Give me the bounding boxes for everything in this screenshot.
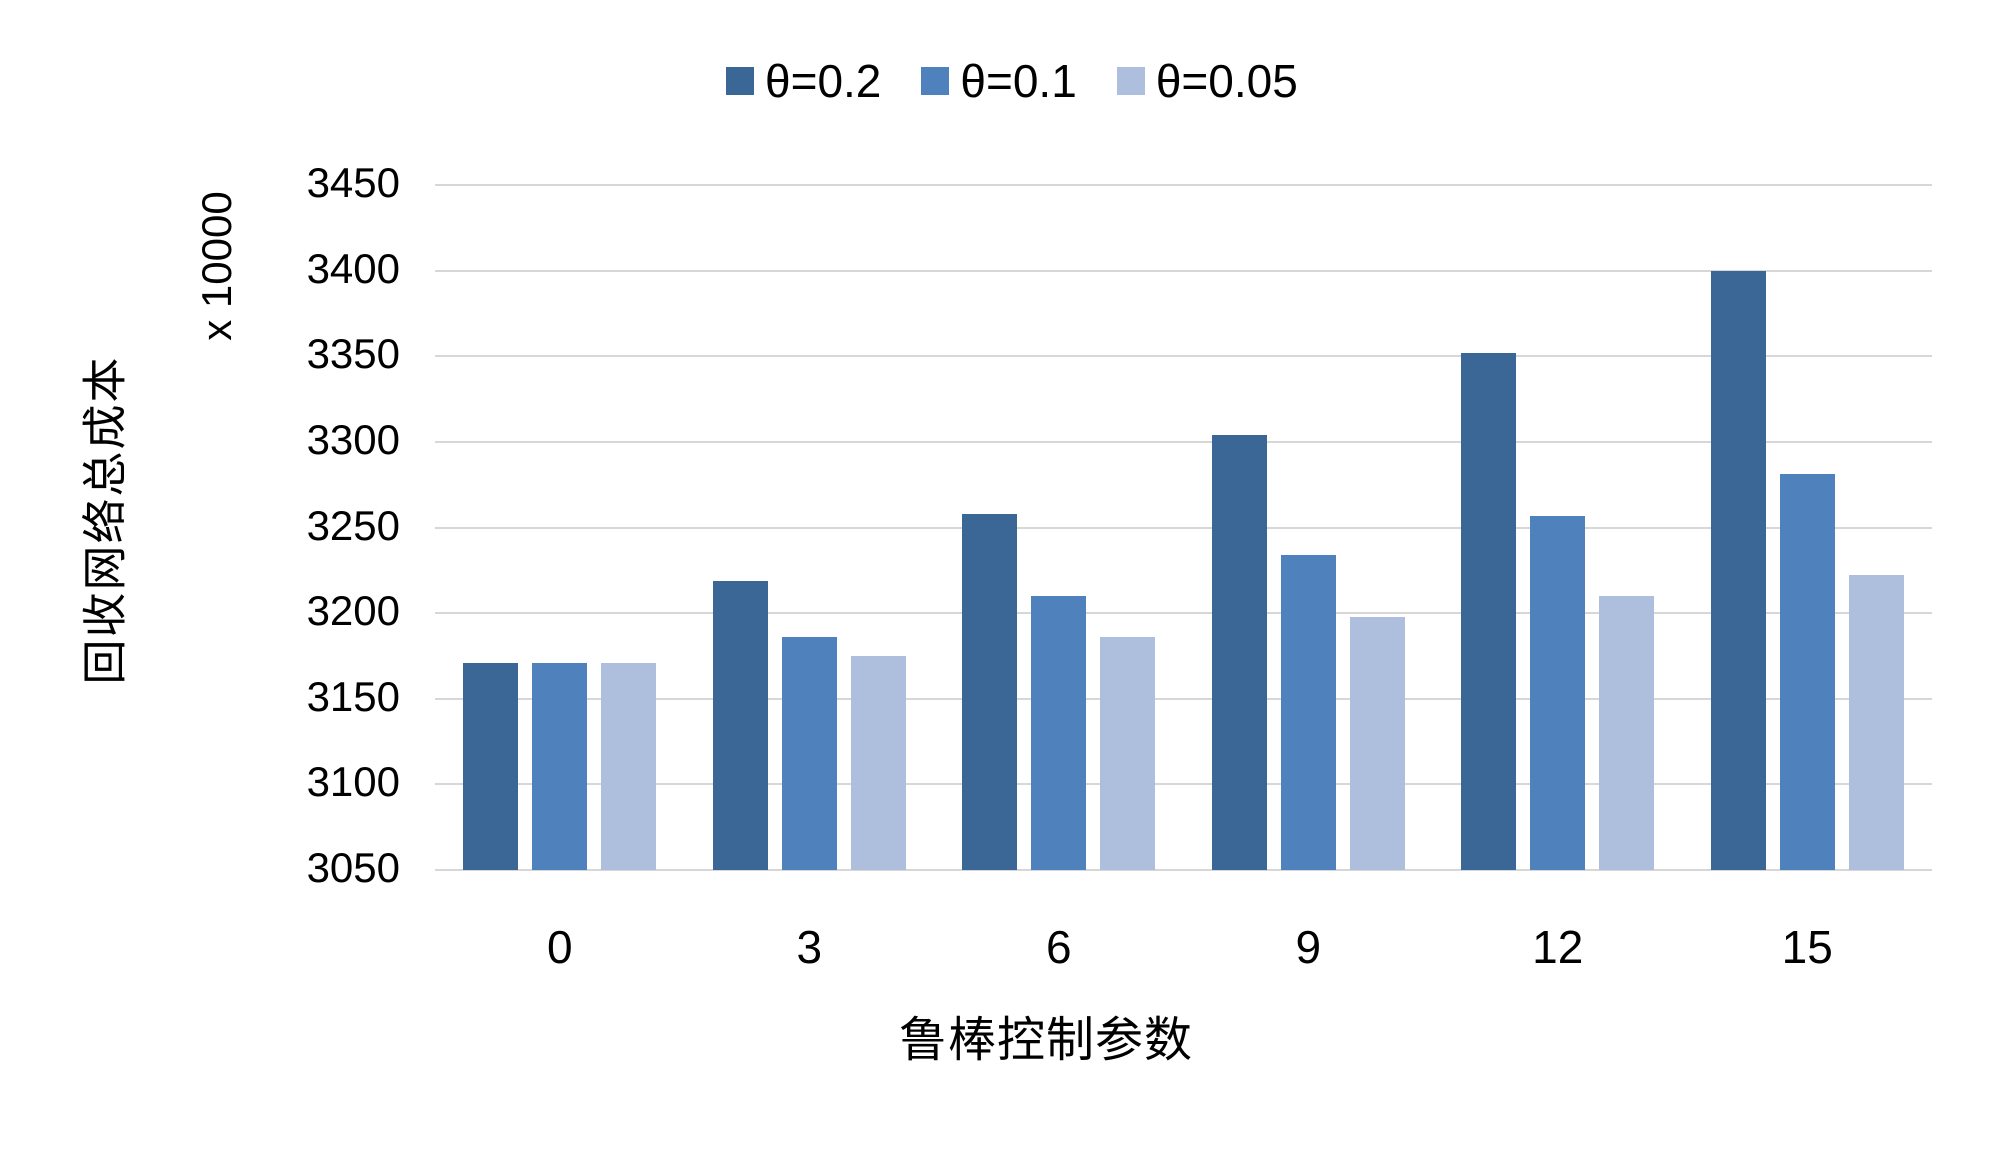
gridline-3250 (435, 526, 1932, 529)
bar-θ=0.2-x3 (712, 580, 768, 870)
bar-θ=0.05-x3 (850, 655, 906, 870)
x-tick-label-9: 9 (1295, 921, 1322, 973)
x-axis-title: 鲁棒控制参数 (898, 1014, 1194, 1067)
bar-θ=0.1-x6 (1031, 596, 1087, 870)
bar-θ=0.05-x6 (1100, 637, 1156, 870)
bar-θ=0.2-x9 (1211, 435, 1267, 870)
bar-θ=0.05-x15 (1848, 575, 1904, 870)
y-tick-label-3050: 3050 (306, 844, 400, 891)
x-tick-label-15: 15 (1781, 921, 1833, 973)
bar-θ=0.1-x9 (1280, 554, 1336, 870)
gridline-3050 (435, 869, 1932, 871)
y-tick-label-3450: 3450 (306, 159, 400, 206)
gridline-3100 (435, 783, 1932, 786)
legend-swatch-theta-0-05 (1116, 67, 1145, 95)
legend-item-theta-0-05: θ=0.05 (1116, 55, 1298, 107)
x-tick-label-0: 0 (546, 921, 573, 973)
y-tick-label-3300: 3300 (306, 415, 400, 463)
y-tick-label-3200: 3200 (306, 587, 400, 635)
gridline-3400 (435, 269, 1932, 272)
y-tick-label-3150: 3150 (306, 672, 400, 720)
legend-label-theta-0-05: θ=0.05 (1155, 55, 1298, 107)
legend-swatch-theta-0-2 (726, 67, 754, 95)
bar-θ=0.2-x12 (1461, 352, 1517, 870)
legend-label-theta-0-2: θ=0.2 (765, 55, 882, 107)
legend-swatch-theta-0-1 (921, 67, 950, 95)
legend-item-theta-0-2: θ=0.2 (726, 56, 881, 106)
legend-item-theta-0-1: θ=0.1 (921, 55, 1077, 107)
bar-θ=0.1-x3 (781, 637, 837, 870)
bar-θ=0.2-x15 (1710, 270, 1766, 870)
bar-θ=0.1-x15 (1779, 474, 1835, 870)
chart-legend: θ=0.2 θ=0.1 θ=0.05 (726, 56, 1298, 106)
y-tick-label-3250: 3250 (306, 501, 400, 549)
x-tick-label-12: 12 (1532, 921, 1584, 973)
bar-θ=0.05-x12 (1599, 596, 1655, 870)
gridline-3150 (435, 697, 1932, 700)
bar-θ=0.2-x6 (962, 513, 1018, 870)
bar-θ=0.1-x12 (1530, 515, 1586, 870)
bar-θ=0.1-x0 (532, 662, 588, 870)
bar-θ=0.2-x0 (463, 662, 519, 870)
gridline-3200 (435, 612, 1932, 615)
y-tick-label-3100: 3100 (306, 758, 400, 806)
gridline-3450 (435, 184, 1932, 186)
bar-θ=0.05-x9 (1349, 616, 1405, 870)
x-tick-label-3: 3 (796, 921, 823, 973)
legend-label-theta-0-1: θ=0.1 (960, 55, 1077, 107)
y-tick-label-3400: 3400 (306, 244, 400, 292)
y-tick-label-3350: 3350 (306, 330, 400, 378)
gridline-3300 (435, 440, 1932, 443)
x-tick-label-6: 6 (1045, 921, 1072, 973)
bar-θ=0.05-x0 (601, 662, 657, 870)
gridline-3350 (435, 355, 1932, 358)
